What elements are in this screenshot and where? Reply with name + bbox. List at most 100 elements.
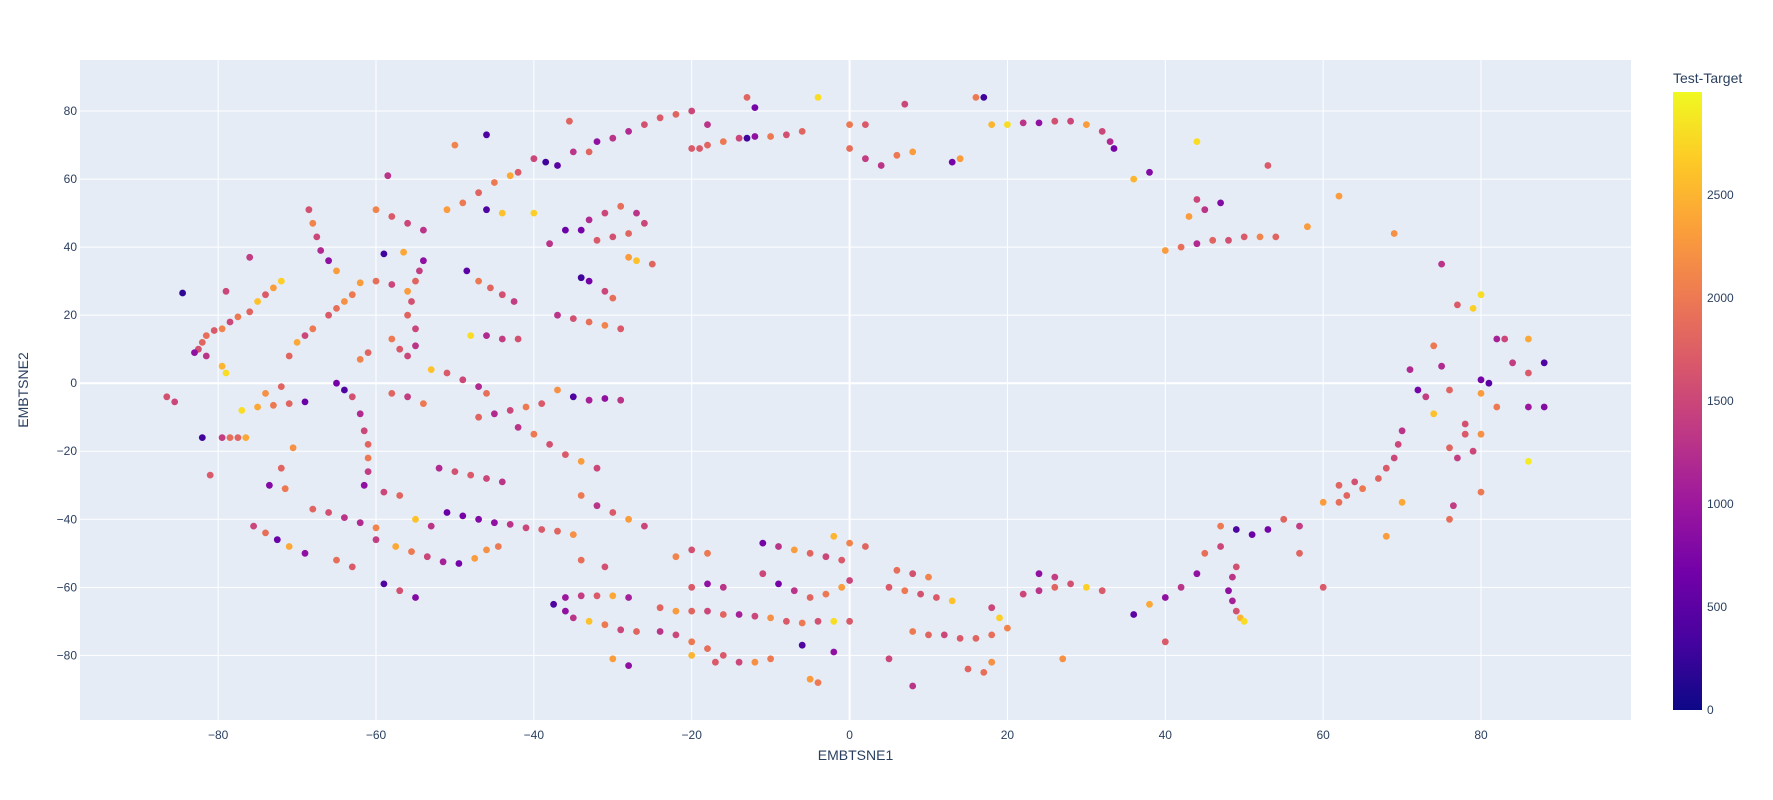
data-point — [483, 332, 490, 339]
data-point — [250, 522, 257, 530]
data-point — [601, 322, 609, 329]
data-point — [1446, 515, 1453, 523]
data-point — [420, 226, 427, 234]
data-point — [1394, 441, 1402, 448]
data-point — [333, 267, 340, 275]
data-point — [491, 179, 498, 186]
data-point — [719, 652, 727, 659]
data-point — [901, 100, 909, 108]
data-point — [1359, 485, 1366, 493]
data-point — [372, 277, 380, 285]
data-point — [1351, 478, 1359, 486]
data-point — [948, 158, 956, 166]
data-point — [601, 287, 609, 295]
data-point — [333, 556, 340, 564]
data-point — [704, 141, 711, 149]
data-point — [412, 594, 419, 601]
data-point — [1059, 655, 1067, 663]
data-point — [846, 121, 853, 128]
data-point — [562, 451, 569, 458]
data-point — [1319, 498, 1327, 506]
data-point — [956, 635, 964, 642]
data-point — [1083, 121, 1090, 128]
data-point — [822, 590, 830, 598]
data-point — [491, 519, 498, 527]
data-point — [218, 362, 226, 370]
data-point — [254, 403, 261, 411]
data-point — [1193, 570, 1201, 578]
data-point — [285, 543, 293, 550]
data-point — [1146, 168, 1153, 176]
data-point — [392, 543, 400, 550]
data-point — [348, 291, 356, 299]
data-point — [688, 145, 696, 152]
x-tick-label: −40 — [524, 728, 545, 742]
data-point — [325, 257, 332, 265]
data-point — [783, 617, 790, 625]
data-point — [420, 400, 427, 407]
data-point — [222, 369, 230, 377]
data-point — [1130, 175, 1138, 183]
data-point — [1110, 145, 1118, 152]
data-point — [625, 253, 632, 261]
data-point — [538, 400, 546, 407]
data-point — [423, 553, 431, 561]
data-point — [1450, 502, 1457, 510]
data-point — [751, 104, 759, 111]
data-point — [443, 369, 451, 377]
data-point — [1225, 236, 1232, 244]
data-point — [751, 658, 759, 666]
data-point — [1004, 624, 1011, 632]
data-point — [451, 468, 459, 475]
plot-background — [80, 60, 1631, 720]
data-point — [798, 619, 806, 627]
data-point — [262, 390, 269, 397]
data-point — [546, 441, 553, 448]
data-point — [1296, 549, 1303, 557]
data-point — [1264, 162, 1272, 169]
data-point — [360, 427, 368, 435]
data-point — [1446, 444, 1453, 452]
data-point — [356, 519, 364, 527]
data-point — [1438, 362, 1445, 370]
data-point — [226, 318, 234, 326]
data-point — [222, 287, 230, 295]
data-point — [1390, 454, 1398, 462]
data-point — [1004, 121, 1011, 128]
data-point — [577, 458, 585, 465]
data-point — [735, 658, 743, 666]
data-point — [475, 413, 482, 421]
colorbar-ticks: 0 500 1000 1500 2000 2500 — [1707, 188, 1734, 717]
x-tick-label: 80 — [1474, 728, 1488, 742]
data-point — [333, 379, 340, 387]
data-point — [1382, 464, 1390, 472]
data-point — [862, 155, 869, 163]
data-point — [1446, 386, 1453, 394]
data-point — [404, 219, 411, 227]
data-point — [506, 172, 514, 180]
x-tick-label: 20 — [1001, 728, 1015, 742]
data-point — [1477, 376, 1485, 384]
data-point — [404, 393, 411, 401]
data-point — [356, 356, 364, 363]
data-point — [218, 325, 226, 333]
data-point — [388, 390, 396, 397]
data-point — [633, 628, 640, 635]
data-point — [617, 396, 625, 404]
y-tick-label: 60 — [64, 172, 78, 186]
data-point — [719, 138, 727, 146]
colorbar-tick-label: 1000 — [1707, 497, 1734, 511]
data-point — [372, 206, 380, 214]
data-point — [459, 512, 467, 520]
data-point — [506, 407, 514, 414]
data-point — [672, 553, 680, 561]
data-point — [617, 626, 625, 634]
data-point — [672, 607, 680, 615]
data-point — [246, 308, 254, 316]
data-point — [633, 209, 640, 217]
data-point — [790, 546, 798, 554]
data-point — [569, 531, 577, 538]
data-point — [388, 335, 396, 343]
data-point — [696, 145, 703, 152]
data-point — [514, 168, 522, 176]
